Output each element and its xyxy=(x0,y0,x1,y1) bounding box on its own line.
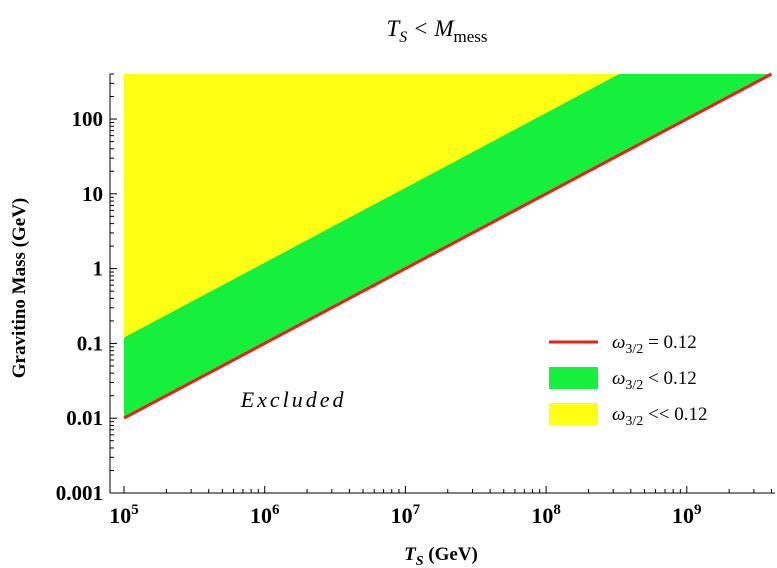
legend-label: ω3/2 < 0.12 xyxy=(612,368,697,393)
band-2 xyxy=(124,74,772,338)
title-tail-sub: mess xyxy=(453,27,487,46)
y-tick-label: 100 xyxy=(72,107,104,131)
title-main-sub: S xyxy=(399,29,407,46)
x-tick-label: 109 xyxy=(672,502,702,528)
legend-rest: = 0.12 xyxy=(643,332,696,353)
x-tick-base: 10 xyxy=(250,503,272,528)
y-axis: 0.001 0.01 0.1 1 10 100 xyxy=(56,73,117,505)
x-tick-exp: 6 xyxy=(272,502,280,518)
legend-label: ω3/2 << 0.12 xyxy=(612,404,708,429)
y-tick-label: 0.01 xyxy=(66,406,103,430)
curve-layer xyxy=(123,72,773,420)
annotation-excluded: Excluded xyxy=(240,387,347,412)
x-tick-exp: 5 xyxy=(131,502,139,518)
y-tick-label: 0.1 xyxy=(77,331,103,355)
legend-omega: ω xyxy=(612,332,625,353)
x-tick-label: 107 xyxy=(391,502,421,528)
legend-rest: < 0.12 xyxy=(643,368,696,389)
x-tick-exp: 7 xyxy=(413,502,421,518)
x-label-sub: S xyxy=(416,554,424,568)
legend-sub: 3/2 xyxy=(625,378,643,393)
x-axis-label: TS (GeV) xyxy=(404,544,478,568)
legend-sub: 3/2 xyxy=(625,342,643,357)
y-tick-label: 1 xyxy=(93,257,104,281)
legend-omega: ω xyxy=(612,404,625,425)
legend-omega: ω xyxy=(612,368,625,389)
x-tick-base: 10 xyxy=(391,503,413,528)
x-tick-exp: 9 xyxy=(694,502,702,518)
legend-label: ω3/2 = 0.12 xyxy=(612,332,697,357)
y-tick-label: 0.001 xyxy=(56,481,103,505)
x-tick-exp: 8 xyxy=(553,502,561,518)
y-axis-label: Gravitino Mass (GeV) xyxy=(9,198,30,378)
legend-rest: << 0.12 xyxy=(643,404,707,425)
title-mid: < M xyxy=(407,16,455,41)
legend-swatch xyxy=(549,367,598,389)
annotations: Excluded xyxy=(240,387,347,412)
x-tick-base: 10 xyxy=(672,503,694,528)
x-tick-base: 10 xyxy=(109,503,131,528)
x-tick-base: 10 xyxy=(531,503,553,528)
series-line-0 xyxy=(123,72,773,420)
x-label-rest: (GeV) xyxy=(424,544,478,565)
x-tick-label: 105 xyxy=(109,502,139,528)
legend-sub: 3/2 xyxy=(625,414,643,429)
title-main: T xyxy=(387,16,402,41)
x-label-main: T xyxy=(404,544,417,565)
x-axis: 105 106 107 108 109 xyxy=(109,486,773,528)
legend-swatch xyxy=(549,403,598,425)
y-tick-label: 10 xyxy=(82,182,103,206)
x-tick-label: 106 xyxy=(250,502,280,528)
plot-frame xyxy=(109,74,775,494)
x-tick-label: 108 xyxy=(531,502,561,528)
chart-title: TS < Mmess xyxy=(387,16,488,46)
